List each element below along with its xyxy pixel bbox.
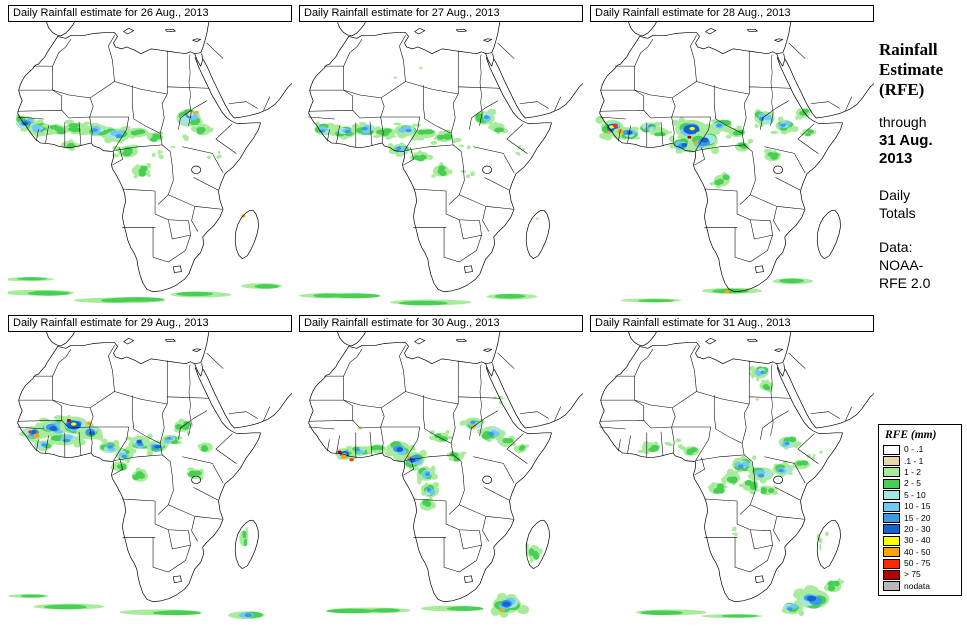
sidebar-title-line: (RFE) [879, 80, 925, 100]
africa-rainfall-map [595, 22, 874, 303]
map-panel-30-aug: Daily Rainfall estimate for 30 Aug., 201… [299, 315, 583, 620]
sidebar-date-line: 31 Aug. [879, 131, 933, 149]
legend-label: 20 - 30 [904, 523, 931, 534]
legend-swatch [883, 478, 900, 489]
legend-label: 15 - 20 [904, 512, 931, 523]
legend-item: > 75 [883, 569, 958, 580]
legend-swatch [883, 558, 900, 569]
sidebar-title: Rainfall Estimate (RFE) [879, 40, 965, 100]
legend-label: 30 - 40 [904, 535, 931, 546]
map-panel-31-aug: Daily Rainfall estimate for 31 Aug., 201… [590, 315, 874, 620]
legend-title: RFE (mm) [885, 429, 937, 441]
panel-title: Daily Rainfall estimate for 28 Aug., 201… [590, 5, 874, 22]
panel-title: Daily Rainfall estimate for 31 Aug., 201… [590, 315, 874, 332]
legend-swatch [883, 456, 900, 467]
sidebar-data-label: Data: [879, 239, 913, 256]
legend-item: 15 - 20 [883, 512, 958, 524]
legend-item: 10 - 15 [883, 501, 958, 512]
legend-swatch [883, 444, 900, 455]
legend-swatch [883, 535, 900, 546]
legend-label: nodata [904, 580, 930, 591]
legend-item: 30 - 40 [883, 535, 958, 546]
legend-item: 5 - 10 [883, 490, 958, 501]
panel-title: Daily Rainfall estimate for 30 Aug., 201… [299, 315, 583, 332]
map-panel-26-aug: Daily Rainfall estimate for 26 Aug., 201… [8, 5, 292, 310]
legend-label: 40 - 50 [904, 546, 931, 557]
legend-swatch [883, 501, 900, 512]
legend-swatch [883, 513, 900, 524]
sidebar-date-line: 2013 [879, 149, 913, 167]
africa-rainfall-map [308, 332, 583, 618]
legend-label: 50 - 75 [904, 558, 931, 569]
sidebar-totals-line: Totals [879, 204, 916, 221]
africa-rainfall-map [599, 332, 874, 619]
legend-item: nodata [883, 581, 958, 592]
legend-label: 2 - 5 [904, 478, 922, 489]
panel-title: Daily Rainfall estimate for 27 Aug., 201… [299, 5, 583, 22]
legend-item: 40 - 50 [883, 547, 958, 558]
legend-swatch [883, 547, 900, 558]
map-panel-27-aug: Daily Rainfall estimate for 27 Aug., 201… [299, 5, 583, 310]
sidebar: Rainfall Estimate (RFE) through 31 Aug. … [879, 40, 965, 293]
legend-item: .1 - 1 [883, 455, 958, 467]
panel-title: Daily Rainfall estimate for 29 Aug., 201… [8, 315, 292, 332]
sidebar-title-line: Estimate [879, 60, 944, 80]
legend-label: 1 - 2 [904, 466, 922, 477]
legend-label: > 75 [904, 569, 921, 580]
sidebar-data-line: NOAA- [879, 257, 924, 274]
legend-swatch [883, 467, 900, 478]
legend-swatch [883, 569, 900, 580]
legend-label: 10 - 15 [904, 501, 931, 512]
legend-swatch [883, 490, 900, 501]
legend-swatch [883, 524, 900, 535]
legend-item: 1 - 2 [883, 467, 958, 478]
legend-swatch [883, 581, 900, 592]
legend-label: .1 - 1 [904, 455, 924, 466]
legend-item: 0 - .1 [883, 444, 958, 455]
africa-rainfall-map [299, 22, 583, 306]
legend-item: 50 - 75 [883, 558, 958, 569]
africa-rainfall-map [8, 332, 292, 620]
sidebar-title-line: Rainfall [879, 40, 938, 59]
sidebar-totals: Daily Totals [879, 186, 965, 222]
legend-item: 2 - 5 [883, 478, 958, 489]
africa-rainfall-map [8, 22, 292, 304]
sidebar-date: 31 Aug. 2013 [879, 132, 965, 168]
legend-item: 20 - 30 [883, 524, 958, 535]
sidebar-totals-line: Daily [879, 186, 911, 203]
map-panel-29-aug: Daily Rainfall estimate for 29 Aug., 201… [8, 315, 292, 620]
legend-label: 0 - .1 [904, 444, 924, 455]
sidebar-data-line: RFE 2.0 [879, 275, 931, 292]
map-panel-28-aug: Daily Rainfall estimate for 28 Aug., 201… [590, 5, 874, 310]
sidebar-datasource: Data: NOAA- RFE 2.0 [879, 238, 965, 293]
legend-label: 5 - 10 [904, 489, 926, 500]
sidebar-through: through [879, 114, 927, 131]
panel-title: Daily Rainfall estimate for 26 Aug., 201… [8, 5, 292, 22]
